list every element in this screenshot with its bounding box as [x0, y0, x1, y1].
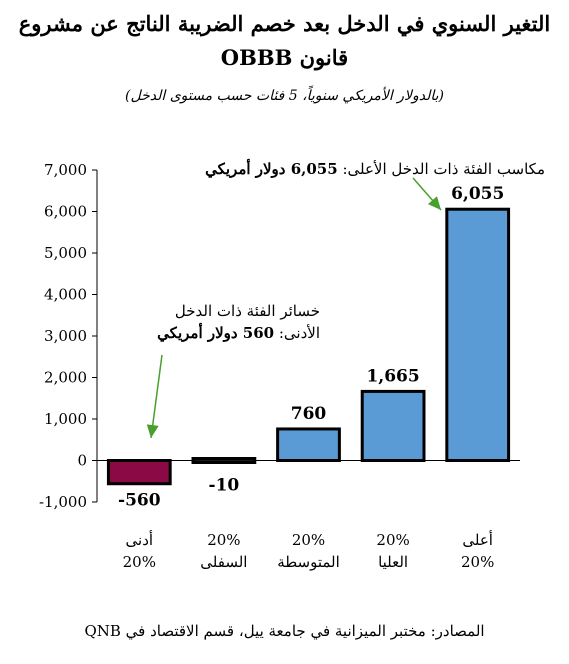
source-note: المصادر: مختبر الميزانية في جامعة ييل، ق… — [84, 622, 485, 640]
category-label-0-1: 20% — [123, 553, 156, 571]
annotation-top-gain: مكاسب الفئة ذات الدخل الأعلى: 6,055 دولا… — [150, 158, 545, 180]
chart-title-line1: التغير السنوي في الدخل بعد خصم الضريبة ا… — [18, 11, 551, 36]
arrow-top-head — [427, 196, 441, 210]
category-label-4-1: 20% — [461, 553, 494, 571]
chart-title-line2: قانون OBBB — [220, 45, 349, 70]
category-label-1-1: السفلى — [200, 553, 247, 571]
bar-1 — [191, 457, 257, 464]
annotation-low-line2: الأدنى: — [274, 324, 320, 342]
bar-4 — [445, 207, 511, 462]
category-label-1-0: 20% — [207, 531, 240, 549]
annotation-low-value: 560 دولار أمريكي — [157, 324, 275, 342]
y-tick-label-3: 2,000 — [44, 369, 87, 387]
arrow-low-head — [146, 424, 159, 438]
category-label-4-0: أعلى — [462, 530, 493, 549]
arrow-low-shaft — [150, 354, 163, 439]
annotation-top-value: 6,055 دولار أمريكي — [205, 160, 338, 178]
chart-subtitle: (بالدولار الأمريكي سنوياً، 5 فئات حسب مس… — [125, 88, 444, 104]
category-label-3-0: 20% — [376, 531, 409, 549]
category-label-2-0: 20% — [292, 531, 325, 549]
data-label-0: -560 — [118, 491, 161, 511]
bar-2 — [276, 427, 341, 462]
y-tick-label-8: 7,000 — [44, 161, 87, 179]
bar-0 — [106, 459, 172, 486]
y-tick-label-2: 1,000 — [44, 410, 87, 428]
data-label-3: 1,665 — [366, 366, 419, 386]
y-tick-label-1: 0 — [77, 452, 87, 470]
annotation-top-text: مكاسب الفئة ذات الدخل الأعلى: — [337, 160, 545, 178]
category-label-0-0: أدنى — [126, 530, 154, 549]
annotation-low-loss: خسائر الفئة ذات الدخل الأدنى: 560 دولار … — [60, 300, 320, 344]
y-tick-label-7: 6,000 — [44, 203, 87, 221]
y-tick-label-4: 3,000 — [44, 327, 87, 345]
category-label-2-1: المتوسطة — [277, 553, 340, 571]
annotation-low-line1: خسائر الفئة ذات الدخل — [174, 302, 320, 320]
bar-3 — [360, 389, 426, 462]
y-tick-label-5: 4,000 — [44, 286, 87, 304]
data-label-4: 6,055 — [451, 184, 504, 204]
category-label-3-1: العليا — [378, 553, 408, 571]
data-label-2: 760 — [291, 404, 327, 424]
y-tick-label-0: -1,000 — [39, 493, 87, 511]
data-label-1: -10 — [209, 476, 240, 496]
y-tick-label-6: 5,000 — [44, 244, 87, 262]
